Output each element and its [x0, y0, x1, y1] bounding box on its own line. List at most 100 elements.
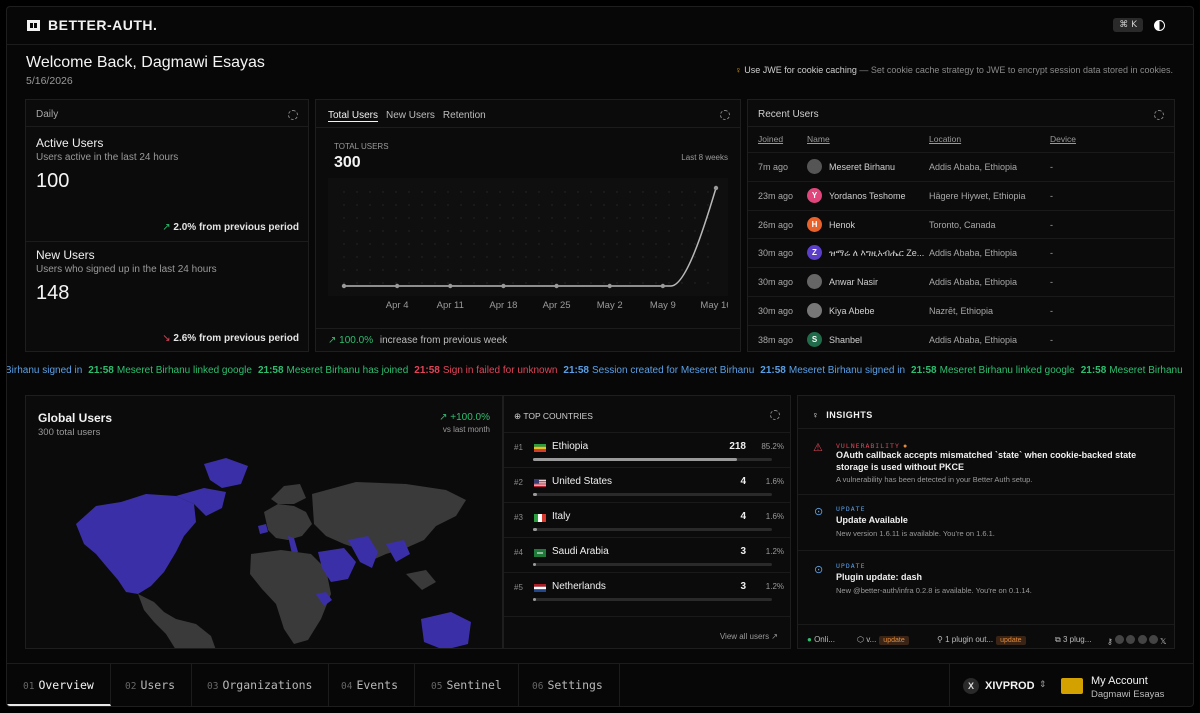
gear-icon[interactable]	[720, 110, 730, 120]
data-point[interactable]	[554, 283, 559, 289]
online-status[interactable]: ● Onli...	[807, 635, 835, 644]
grid-dot	[629, 282, 631, 284]
grid-dot	[590, 243, 592, 245]
provider-icons: ⚷ 𝕏	[1107, 635, 1166, 646]
insight-update[interactable]: ⊙ UPDATE Update Available New version 1.…	[798, 494, 1174, 550]
global-users-subtitle: 300 total users	[38, 427, 101, 438]
x-tick-label: Apr 11	[437, 300, 464, 311]
data-point[interactable]	[607, 283, 612, 289]
nav-tab-sentinel[interactable]: 05 Sentinel	[415, 664, 519, 706]
world-map[interactable]	[26, 444, 503, 649]
flag-icon	[534, 444, 546, 452]
table-row[interactable]: 23m ago Y Yordanos Teshome Hägere Hiywet, E…	[748, 180, 1174, 210]
google-icon	[1126, 635, 1136, 644]
joined-cell: 30m ago	[758, 248, 794, 259]
tab-total-users[interactable]: Total Users	[328, 110, 379, 122]
country-row[interactable]: #2 United States 4 1.6%	[504, 467, 790, 502]
nav-tab-users[interactable]: 02 Users	[109, 664, 193, 706]
gear-icon[interactable]	[288, 110, 298, 120]
grid-dot	[343, 256, 345, 258]
saudi-arabia	[318, 548, 356, 582]
insight-vulnerability[interactable]: ⚠ VULNERABILITY ● OAuth callback accepts…	[798, 428, 1174, 494]
nav-tab-organizations[interactable]: 03 Organizations	[191, 664, 330, 706]
grid-dot	[681, 243, 683, 245]
data-point[interactable]	[341, 283, 347, 289]
grid-dot	[616, 256, 618, 258]
grid-dot	[421, 191, 423, 193]
grid-dot	[564, 204, 566, 206]
org-name[interactable]: XIVPROD	[985, 680, 1035, 692]
grid-dot	[382, 256, 384, 258]
active-users-subtitle: Users active in the last 24 hours	[36, 152, 179, 163]
table-row[interactable]: 30m ago Z ዝማሬ ለ እግዚአብሔር Ze... Addis Ababa, …	[748, 238, 1174, 267]
account-avatar[interactable]	[1061, 678, 1083, 694]
grid-dot	[512, 256, 514, 258]
plugin-count[interactable]: ⧉ 3 plug...	[1055, 635, 1092, 644]
location-cell: Addis Ababa, Ethiopia	[929, 334, 1018, 345]
data-point[interactable]	[713, 185, 719, 191]
version-status[interactable]: ⬡ v... update	[857, 635, 909, 645]
insight-plugin-update[interactable]: ⊙ UPDATE Plugin update: dash New @better…	[798, 550, 1174, 606]
command-menu-shortcut[interactable]: ⌘ K	[1113, 18, 1143, 32]
org-avatar[interactable]: X	[963, 678, 979, 694]
tip-banner[interactable]: ♀ Use JWE for cookie caching — Set cooki…	[735, 65, 1173, 75]
col-joined[interactable]: Joined	[758, 134, 784, 144]
avatar: S	[807, 331, 822, 347]
nav-tab-overview[interactable]: 01 Overview	[7, 664, 111, 706]
country-row[interactable]: #1 Ethiopia 218 85.2%	[504, 432, 790, 467]
nav-tab-events[interactable]: 04 Events	[325, 664, 415, 706]
brand-logo[interactable]: BETTER-AUTH.	[27, 17, 157, 33]
tab-new-users[interactable]: New Users	[386, 110, 435, 121]
account-title[interactable]: My Account	[1091, 675, 1148, 687]
puzzle-icon: ⧉	[1055, 635, 1061, 644]
table-row[interactable]: 30m ago Kiya Abebe Nazrēt, Ethiopia -	[748, 296, 1174, 325]
grid-dot	[395, 243, 397, 245]
country-row[interactable]: #4 Saudi Arabia 3 1.2%	[504, 537, 790, 572]
grid-dot	[577, 269, 579, 271]
tab-retention[interactable]: Retention	[442, 110, 486, 121]
data-point[interactable]	[448, 283, 453, 289]
grid-dot	[382, 282, 384, 284]
country-row[interactable]: #5 Netherlands 3 1.2%	[504, 572, 790, 607]
data-point[interactable]	[394, 283, 400, 289]
col-device[interactable]: Device	[1050, 134, 1076, 144]
location-cell: Addis Ababa, Ethiopia	[929, 248, 1018, 259]
table-row[interactable]: 26m ago H Henok Toronto, Canada -	[748, 209, 1174, 239]
theme-toggle-icon[interactable]	[1154, 20, 1165, 31]
data-point[interactable]	[660, 283, 666, 289]
status-dot-icon: ●	[807, 635, 812, 644]
grid-dot	[356, 217, 358, 219]
table-row[interactable]: 30m ago Anwar Nasir Addis Ababa, Ethiopia -	[748, 267, 1174, 296]
grid-dot	[603, 204, 605, 206]
chevron-up-down-icon[interactable]: ⇕	[1039, 679, 1047, 689]
grid-dot	[707, 217, 709, 219]
grid-dot	[447, 217, 449, 219]
data-point[interactable]	[501, 283, 506, 289]
grid-dot	[343, 282, 345, 284]
ticker-event: 21:58 Sign in failed for unknown	[414, 365, 558, 376]
grid-dot	[408, 217, 410, 219]
view-all-users-link[interactable]: View all users ↗	[719, 632, 778, 641]
grid-dot	[616, 230, 618, 232]
table-row[interactable]: 7m ago Meseret Birhanu Addis Ababa, Ethiop…	[748, 152, 1174, 181]
grid-dot	[356, 256, 358, 258]
grid-dot	[668, 269, 670, 271]
plugins-status[interactable]: ⚲ 1 plugin out... update	[937, 635, 1026, 645]
grid-dot	[694, 243, 696, 245]
grid-dot	[707, 269, 709, 271]
grid-dot	[447, 256, 449, 258]
grid-dot	[499, 269, 501, 271]
nav-tab-settings[interactable]: 06 Settings	[516, 664, 620, 706]
grid-dot	[616, 217, 618, 219]
country-row[interactable]: #3 Italy 4 1.6%	[504, 502, 790, 537]
gear-icon[interactable]	[1154, 110, 1164, 120]
grid-dot	[460, 256, 462, 258]
country-share-bar	[533, 493, 772, 496]
grid-dot	[486, 243, 488, 245]
gear-icon[interactable]	[770, 410, 780, 420]
table-row[interactable]: 38m ago S Shanbel Addis Ababa, Ethiopia -	[748, 324, 1174, 351]
col-name[interactable]: Name	[807, 134, 830, 144]
x-tick-label: Apr 25	[543, 300, 571, 311]
new-users-change: ↘ 2.6% from previous period	[162, 333, 299, 344]
col-location[interactable]: Location	[929, 134, 962, 144]
